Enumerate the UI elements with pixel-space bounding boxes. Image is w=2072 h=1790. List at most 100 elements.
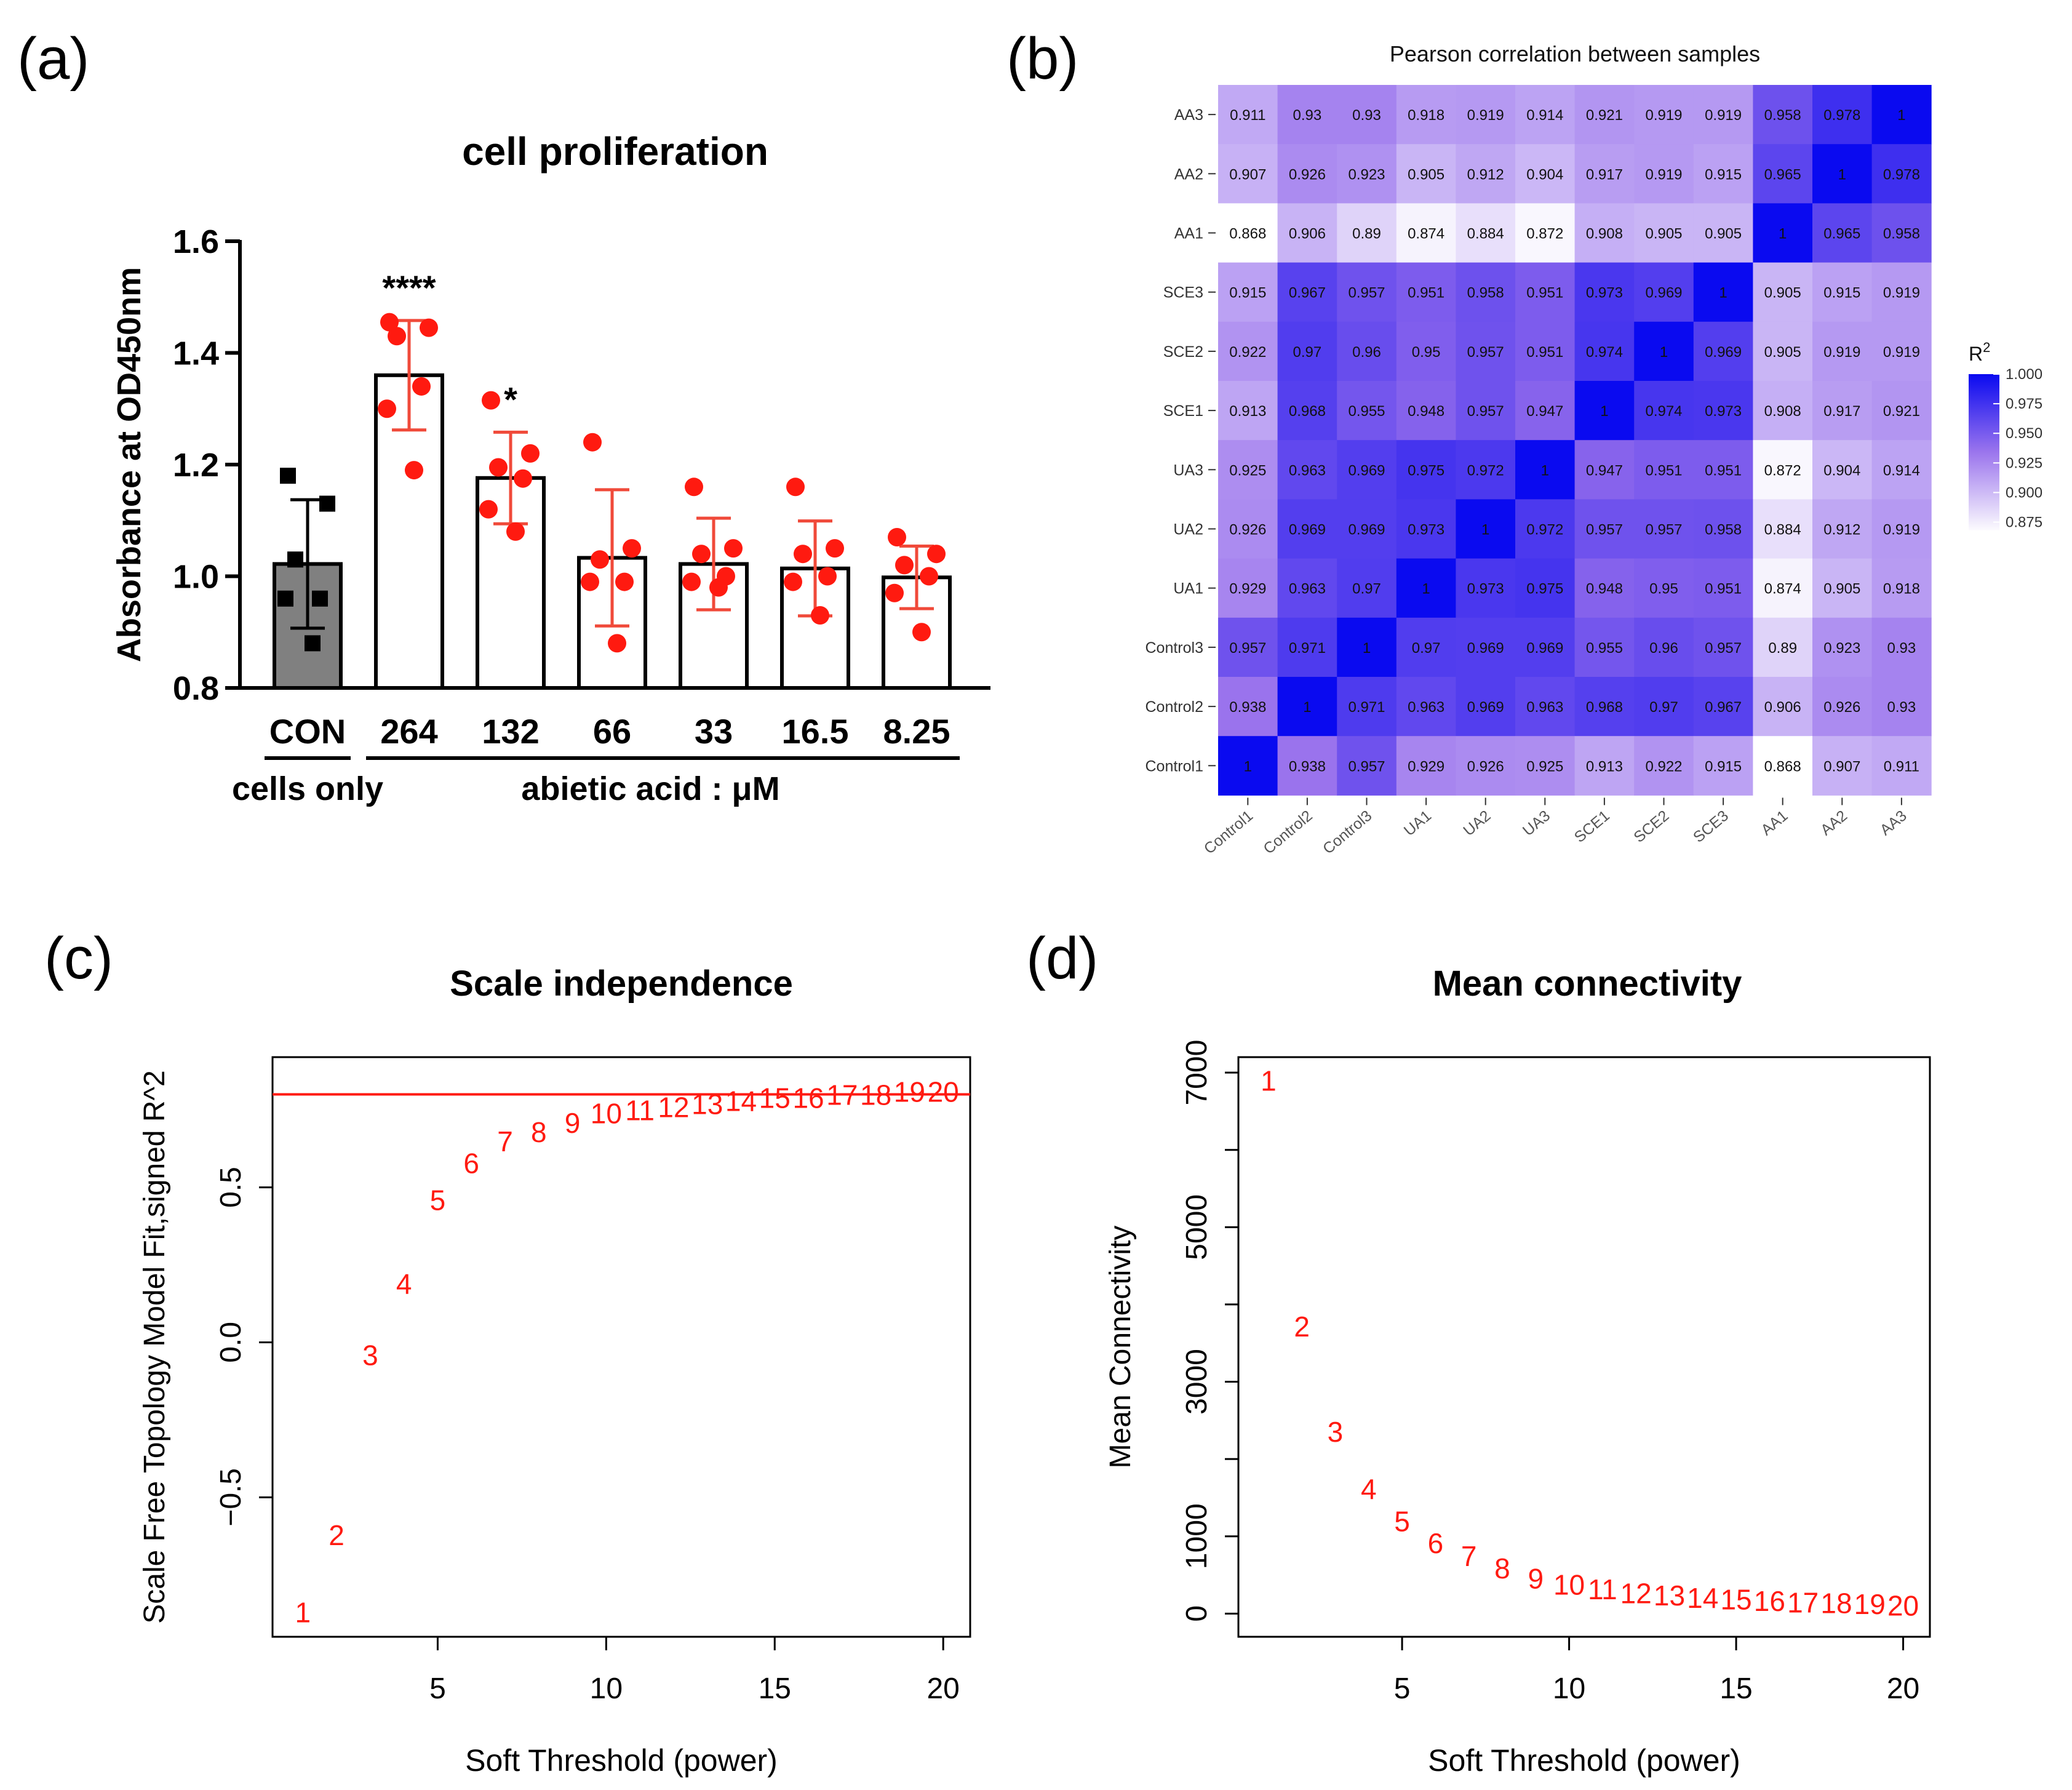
data-point bbox=[280, 468, 296, 484]
heatmap-cell bbox=[1277, 499, 1337, 559]
col-label: UA1 bbox=[1401, 807, 1435, 840]
heatmap-cell bbox=[1337, 617, 1397, 677]
point-label: 7 bbox=[497, 1125, 513, 1157]
heatmap-cell bbox=[1812, 677, 1873, 737]
cell-value: 0.905 bbox=[1764, 344, 1801, 361]
heatmap-cell bbox=[1218, 144, 1278, 204]
cell-value: 0.89 bbox=[1768, 640, 1797, 657]
cell-value: 0.969 bbox=[1645, 285, 1682, 302]
heatmap-cell bbox=[1634, 440, 1694, 500]
point-label: 14 bbox=[1687, 1582, 1718, 1614]
cell-value: 0.905 bbox=[1823, 581, 1860, 597]
cell-value: 0.97 bbox=[1649, 699, 1678, 716]
cell-value: 0.973 bbox=[1586, 285, 1623, 302]
cell-value: 0.906 bbox=[1289, 226, 1326, 242]
cell-value: 0.963 bbox=[1289, 462, 1326, 479]
point-label: 12 bbox=[1620, 1577, 1652, 1609]
cell-value: 0.914 bbox=[1883, 462, 1920, 479]
heatmap-cell bbox=[1871, 85, 1932, 145]
cell-value: 0.957 bbox=[1229, 640, 1266, 657]
data-point bbox=[591, 550, 609, 569]
cell-value: 0.974 bbox=[1586, 344, 1623, 361]
data-point bbox=[895, 556, 914, 575]
cell-value: 0.874 bbox=[1764, 581, 1801, 597]
cell-value: 0.884 bbox=[1467, 226, 1504, 242]
cell-value: 0.975 bbox=[1408, 462, 1444, 479]
data-point bbox=[920, 567, 938, 586]
cell-value: 0.957 bbox=[1467, 344, 1504, 361]
x-tick-label: 33 bbox=[695, 712, 733, 751]
legend-colorbar bbox=[1969, 374, 1999, 530]
x-tick-label: 15 bbox=[1719, 1672, 1752, 1705]
y-tick-label: 0 bbox=[1181, 1605, 1213, 1622]
heatmap-cell bbox=[1218, 440, 1278, 500]
cell-value: 0.911 bbox=[1884, 758, 1919, 775]
cell-value: 0.921 bbox=[1883, 403, 1920, 420]
heatmap-cell bbox=[1753, 321, 1813, 382]
heatmap-cell bbox=[1753, 85, 1813, 145]
row-label: UA2 bbox=[1173, 521, 1203, 538]
data-point bbox=[312, 590, 328, 607]
heatmap-cell bbox=[1337, 558, 1397, 618]
data-point bbox=[692, 545, 711, 564]
x-tick-label: 5 bbox=[429, 1672, 446, 1705]
heatmap-cell bbox=[1574, 381, 1635, 441]
heatmap-title: Pearson correlation between samples bbox=[1390, 41, 1760, 66]
heatmap-cell bbox=[1812, 440, 1873, 500]
heatmap-cell bbox=[1634, 617, 1694, 677]
heatmap-cell bbox=[1337, 262, 1397, 322]
cell-value: 0.919 bbox=[1705, 107, 1742, 124]
heatmap-cell bbox=[1871, 321, 1932, 382]
y-tick-label: 0.8 bbox=[173, 670, 219, 707]
cell-value: 0.908 bbox=[1764, 403, 1801, 420]
cell-value: 0.957 bbox=[1467, 403, 1504, 420]
legend-tick-label: 0.925 bbox=[2006, 455, 2042, 471]
y-tick-label: 1.4 bbox=[173, 335, 219, 372]
heatmap-cell bbox=[1218, 262, 1278, 322]
point-label: 10 bbox=[1553, 1569, 1585, 1601]
group-label: abietic acid : μM bbox=[521, 770, 779, 807]
heatmap-cell bbox=[1277, 381, 1337, 441]
row-label: SCE3 bbox=[1163, 284, 1203, 302]
heatmap-cell bbox=[1396, 617, 1456, 677]
heatmap-panel-b: Pearson correlation between samples AA3 0.… bbox=[1146, 41, 2043, 858]
point-label: 16 bbox=[1754, 1585, 1785, 1617]
cell-value: 0.872 bbox=[1764, 462, 1801, 479]
heatmap-cell bbox=[1634, 144, 1694, 204]
cell-value: 0.907 bbox=[1229, 166, 1266, 183]
heatmap-cell bbox=[1574, 262, 1635, 322]
heatmap-cell bbox=[1634, 499, 1694, 559]
point-label: 20 bbox=[928, 1076, 959, 1108]
heatmap-cell bbox=[1693, 677, 1753, 737]
heatmap-cell bbox=[1277, 321, 1337, 382]
x-tick-label: CON bbox=[269, 712, 346, 751]
cell-value: 0.948 bbox=[1586, 581, 1623, 597]
heatmap-cell bbox=[1515, 440, 1576, 500]
heatmap-cell bbox=[1515, 736, 1576, 796]
heatmap-cell bbox=[1693, 558, 1753, 618]
heatmap-cell bbox=[1337, 440, 1397, 500]
cell-value: 0.963 bbox=[1526, 699, 1563, 716]
x-axis-label: Soft Threshold (power) bbox=[465, 1743, 778, 1778]
cell-value: 0.868 bbox=[1229, 226, 1266, 242]
cell-value: 0.958 bbox=[1764, 107, 1801, 124]
data-point bbox=[521, 444, 540, 463]
heatmap-cell bbox=[1337, 499, 1397, 559]
cell-value: 0.969 bbox=[1467, 699, 1504, 716]
heatmap-cell bbox=[1574, 144, 1635, 204]
heatmap-cell bbox=[1218, 381, 1278, 441]
heatmap-cell bbox=[1812, 321, 1873, 382]
data-point bbox=[489, 458, 508, 477]
heatmap-cell bbox=[1456, 85, 1516, 145]
heatmap-cell bbox=[1574, 203, 1635, 263]
cell-value: 0.969 bbox=[1467, 640, 1504, 657]
cell-value: 0.973 bbox=[1705, 403, 1742, 420]
cell-value: 0.915 bbox=[1705, 166, 1742, 183]
data-point bbox=[709, 578, 728, 597]
panel-label-b: (b) bbox=[1006, 26, 1078, 92]
heatmap-cell bbox=[1693, 85, 1753, 145]
cell-value: 0.929 bbox=[1229, 581, 1266, 597]
heatmap-cell bbox=[1396, 262, 1456, 322]
col-label: SCE2 bbox=[1630, 807, 1672, 846]
x-tick-label: 20 bbox=[1887, 1672, 1919, 1705]
